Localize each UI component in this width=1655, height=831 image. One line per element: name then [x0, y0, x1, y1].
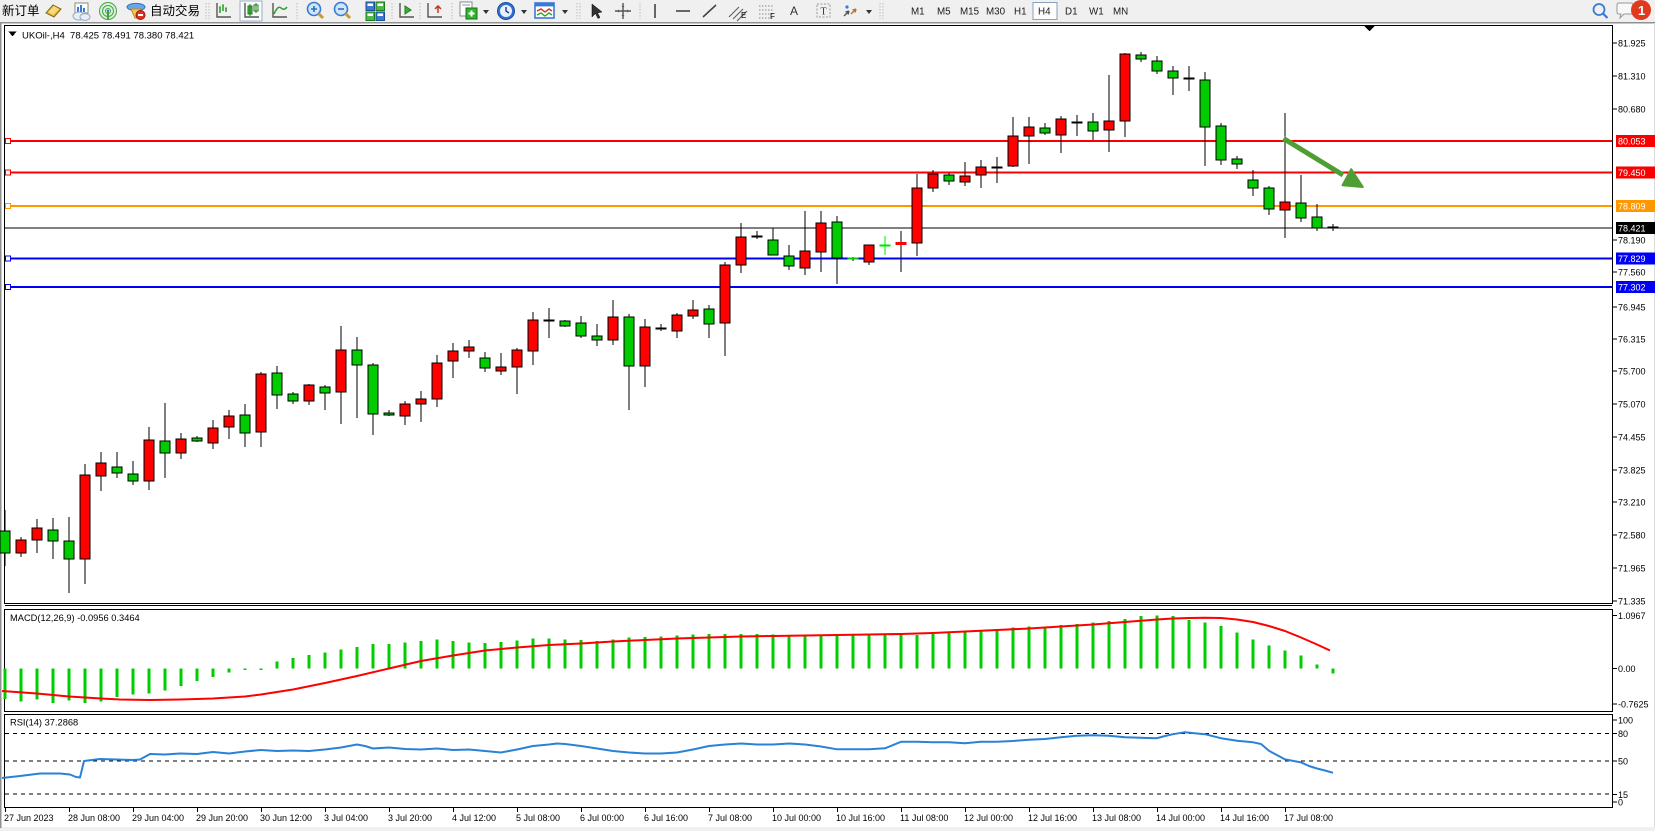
- svg-text:77.829: 77.829: [1618, 254, 1646, 264]
- svg-text:M15: M15: [960, 7, 980, 18]
- svg-text:73.210: 73.210: [1618, 498, 1646, 508]
- svg-text:10 Jul 00:00: 10 Jul 00:00: [772, 813, 821, 823]
- svg-text:12 Jul 00:00: 12 Jul 00:00: [964, 813, 1013, 823]
- svg-text:77.302: 77.302: [1618, 283, 1646, 293]
- svg-text:MN: MN: [1113, 7, 1128, 18]
- svg-text:27 Jun 2023: 27 Jun 2023: [4, 813, 54, 823]
- svg-text:81.925: 81.925: [1618, 39, 1646, 49]
- svg-text:M30: M30: [986, 7, 1006, 18]
- svg-text:80.053: 80.053: [1618, 137, 1646, 147]
- svg-text:W1: W1: [1089, 7, 1104, 18]
- svg-text:71.335: 71.335: [1618, 597, 1646, 607]
- svg-text:80: 80: [1618, 729, 1628, 739]
- svg-text:F: F: [770, 12, 775, 21]
- svg-text:14 Jul 00:00: 14 Jul 00:00: [1156, 813, 1205, 823]
- svg-text:73.825: 73.825: [1618, 466, 1646, 476]
- svg-text:13 Jul 08:00: 13 Jul 08:00: [1092, 813, 1141, 823]
- svg-text:MACD(12,26,9) -0.0956 0.3464: MACD(12,26,9) -0.0956 0.3464: [10, 613, 140, 623]
- svg-text:11 Jul 08:00: 11 Jul 08:00: [900, 813, 948, 823]
- svg-text:79.450: 79.450: [1618, 168, 1646, 178]
- svg-text:77.560: 77.560: [1618, 268, 1646, 278]
- svg-text:78.190: 78.190: [1618, 236, 1646, 246]
- svg-text:29 Jun 20:00: 29 Jun 20:00: [196, 813, 248, 823]
- svg-text:28 Jun 08:00: 28 Jun 08:00: [68, 813, 120, 823]
- svg-text:D1: D1: [1065, 7, 1078, 18]
- svg-text:UKOil-,H4 78.425 78.491 78.38: UKOil-,H4 78.425 78.491 78.380 78.421: [22, 31, 194, 42]
- svg-text:10 Jul 16:00: 10 Jul 16:00: [836, 813, 885, 823]
- svg-text:6 Jul 16:00: 6 Jul 16:00: [644, 813, 688, 823]
- svg-text:7 Jul 08:00: 7 Jul 08:00: [708, 813, 752, 823]
- svg-text:75.070: 75.070: [1618, 400, 1646, 410]
- svg-text:100: 100: [1618, 716, 1633, 726]
- svg-text:新订单: 新订单: [2, 3, 40, 18]
- svg-text:71.965: 71.965: [1618, 564, 1646, 574]
- svg-text:3 Jul 04:00: 3 Jul 04:00: [324, 813, 368, 823]
- svg-text:-0.7625: -0.7625: [1618, 700, 1649, 710]
- svg-text:17 Jul 08:00: 17 Jul 08:00: [1284, 813, 1333, 823]
- svg-text:15: 15: [1618, 790, 1628, 800]
- svg-text:78.809: 78.809: [1618, 202, 1646, 212]
- svg-text:81.310: 81.310: [1618, 72, 1646, 82]
- svg-text:0.00: 0.00: [1618, 664, 1636, 674]
- svg-text:1: 1: [1638, 3, 1645, 18]
- svg-text:12 Jul 16:00: 12 Jul 16:00: [1028, 813, 1077, 823]
- svg-text:14 Jul 16:00: 14 Jul 16:00: [1220, 813, 1269, 823]
- svg-text:M5: M5: [937, 7, 951, 18]
- svg-text:A: A: [790, 4, 798, 18]
- svg-text:78.421: 78.421: [1618, 224, 1646, 234]
- svg-text:4 Jul 12:00: 4 Jul 12:00: [452, 813, 496, 823]
- svg-text:1.0967: 1.0967: [1618, 611, 1646, 621]
- svg-text:E: E: [741, 11, 746, 20]
- svg-text:72.580: 72.580: [1618, 531, 1646, 541]
- svg-text:50: 50: [1618, 757, 1628, 767]
- svg-text:76.315: 76.315: [1618, 335, 1646, 345]
- svg-text:5 Jul 08:00: 5 Jul 08:00: [516, 813, 560, 823]
- svg-text:30 Jun 12:00: 30 Jun 12:00: [260, 813, 312, 823]
- svg-text:M1: M1: [911, 7, 925, 18]
- svg-text:29 Jun 04:00: 29 Jun 04:00: [132, 813, 184, 823]
- svg-text:0: 0: [1618, 798, 1623, 808]
- svg-text:80.680: 80.680: [1618, 105, 1646, 115]
- svg-text:自动交易: 自动交易: [150, 3, 200, 18]
- svg-text:3 Jul 20:00: 3 Jul 20:00: [388, 813, 432, 823]
- svg-text:76.945: 76.945: [1618, 303, 1646, 313]
- svg-text:74.455: 74.455: [1618, 433, 1646, 443]
- svg-text:75.700: 75.700: [1618, 367, 1646, 377]
- svg-text:RSI(14) 37.2868: RSI(14) 37.2868: [10, 718, 78, 728]
- svg-text:T: T: [821, 7, 827, 18]
- svg-text:H4: H4: [1038, 7, 1051, 18]
- svg-text:H1: H1: [1014, 7, 1027, 18]
- svg-text:6 Jul 00:00: 6 Jul 00:00: [580, 813, 624, 823]
